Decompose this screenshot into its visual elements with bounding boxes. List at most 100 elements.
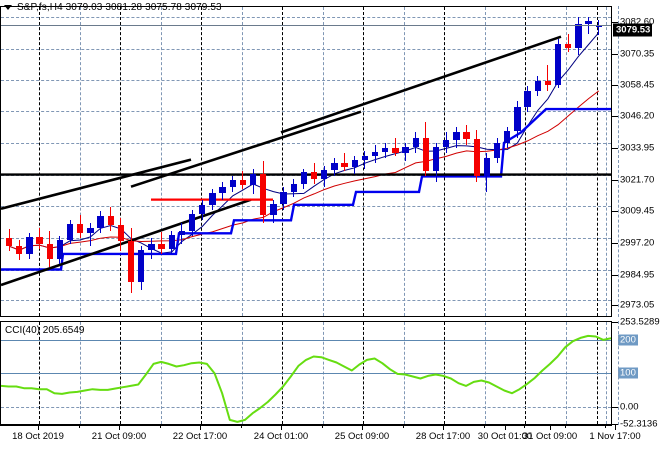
candle-body[interactable] xyxy=(270,203,277,216)
candle-body[interactable] xyxy=(148,243,155,251)
price-axis-guide xyxy=(618,6,619,317)
chevron-down-icon[interactable] xyxy=(4,4,12,10)
candle-body[interactable] xyxy=(209,193,216,205)
candle-body[interactable] xyxy=(36,237,43,244)
price-axis-tick xyxy=(612,211,618,213)
price-axis-tick xyxy=(612,305,618,307)
price-axis-label: 2997.20 xyxy=(620,237,655,249)
time-axis-minor-tick xyxy=(443,425,444,428)
candle-body[interactable] xyxy=(422,137,430,172)
candle-body[interactable] xyxy=(260,173,267,216)
candle-body[interactable] xyxy=(463,132,470,139)
candle-body[interactable] xyxy=(493,142,501,159)
time-axis-label: 18 Oct 2019 xyxy=(12,431,64,442)
indicator-day-separator xyxy=(444,322,445,424)
candle-body[interactable] xyxy=(321,169,328,179)
candle-body[interactable] xyxy=(219,186,226,194)
candle-body[interactable] xyxy=(544,80,552,85)
candle-body[interactable] xyxy=(158,243,165,249)
candle-body[interactable] xyxy=(127,241,135,283)
candle-body[interactable] xyxy=(77,224,84,234)
candle-body[interactable] xyxy=(565,44,572,49)
candle-body[interactable] xyxy=(432,146,440,172)
candle-body[interactable] xyxy=(66,224,74,240)
candle-body[interactable] xyxy=(138,250,145,283)
candle-body[interactable] xyxy=(107,216,114,226)
candle-body[interactable] xyxy=(249,173,257,186)
time-axis-label: 28 Oct 17:00 xyxy=(415,431,471,442)
candle-body[interactable] xyxy=(56,239,64,260)
candle-body[interactable] xyxy=(239,180,247,186)
time-axis[interactable]: 18 Oct 2019 21 Oct 09:00 22 Oct 17:00 24 Oc… xyxy=(0,425,660,450)
candle-body[interactable] xyxy=(361,155,369,160)
candle-body[interactable] xyxy=(443,140,450,147)
price-gridline xyxy=(1,79,611,81)
candle-body[interactable] xyxy=(46,243,53,260)
candle-body[interactable] xyxy=(310,172,318,179)
indicator-level-line xyxy=(1,339,611,341)
candle-body[interactable] xyxy=(280,191,287,204)
candle-body[interactable] xyxy=(168,234,175,249)
candle-body[interactable] xyxy=(382,147,389,152)
candle-body[interactable] xyxy=(524,91,531,107)
candle-wick xyxy=(598,20,600,35)
price-gridline xyxy=(1,48,611,50)
price-gridline xyxy=(1,111,611,113)
candle-body[interactable] xyxy=(117,225,125,241)
time-axis-minor-tick xyxy=(362,425,363,428)
candle-body[interactable] xyxy=(26,237,33,254)
candle-body[interactable] xyxy=(188,213,196,231)
candle-body[interactable] xyxy=(585,21,592,24)
indicator-axis-tick xyxy=(612,424,618,425)
candle-body[interactable] xyxy=(5,238,13,247)
indicator-level-badge: 100 xyxy=(618,367,638,379)
time-axis-minor-tick xyxy=(321,425,323,428)
candle-body[interactable] xyxy=(514,106,521,132)
indicator-axis-tick xyxy=(612,322,618,323)
time-axis-minor-tick xyxy=(78,425,80,428)
time-gridline xyxy=(322,7,324,316)
candle-wick xyxy=(364,150,366,169)
price-axis-tick xyxy=(612,22,618,24)
candle-body[interactable] xyxy=(229,180,236,187)
candle-body[interactable] xyxy=(504,131,511,143)
candle-body[interactable] xyxy=(483,158,491,177)
price-gridline xyxy=(1,269,611,271)
day-separator xyxy=(201,7,202,316)
candle-body[interactable] xyxy=(402,146,409,154)
indicator-gridline xyxy=(484,322,486,424)
candle-body[interactable] xyxy=(16,246,23,254)
candle-body[interactable] xyxy=(392,147,399,154)
candle-body[interactable] xyxy=(87,228,94,234)
time-axis-minor-tick xyxy=(240,425,242,428)
candle-body[interactable] xyxy=(473,138,480,177)
time-axis-label: 21 Oct 09:00 xyxy=(91,431,147,442)
candle-body[interactable] xyxy=(412,137,419,147)
candle-body[interactable] xyxy=(341,163,348,168)
day-separator xyxy=(282,7,283,316)
indicator-day-separator xyxy=(39,322,40,424)
indicator-pane[interactable]: CCI(40) 205.6549 xyxy=(0,321,612,425)
candle-body[interactable] xyxy=(371,151,379,156)
candle-body[interactable] xyxy=(575,23,582,49)
candle-body[interactable] xyxy=(351,159,358,168)
price-chart-pane[interactable] xyxy=(0,6,612,317)
candle-body[interactable] xyxy=(554,44,562,85)
candle-body[interactable] xyxy=(199,204,206,214)
indicator-axis[interactable]: 253.5289 200 100 0.00 -52.3136 xyxy=(612,317,660,430)
price-axis[interactable]: 3082.60 3070.35 3058.45 3046.20 3033.95 3021.… xyxy=(612,6,660,317)
candle-body[interactable] xyxy=(178,230,186,235)
day-separator xyxy=(363,7,364,316)
candle-body[interactable] xyxy=(300,172,308,185)
candle-wick xyxy=(547,65,549,92)
candle-body[interactable] xyxy=(534,80,541,92)
price-plot-area[interactable] xyxy=(1,7,611,316)
candle-body[interactable] xyxy=(290,184,297,192)
candle-body[interactable] xyxy=(97,216,104,229)
candle-body[interactable] xyxy=(331,163,338,170)
indicator-day-separator xyxy=(120,322,121,424)
time-axis-tick xyxy=(615,425,616,430)
time-axis-label: 31 Oct 09:00 xyxy=(522,431,578,442)
indicator-plot-area[interactable] xyxy=(1,322,611,424)
candle-body[interactable] xyxy=(453,132,460,141)
